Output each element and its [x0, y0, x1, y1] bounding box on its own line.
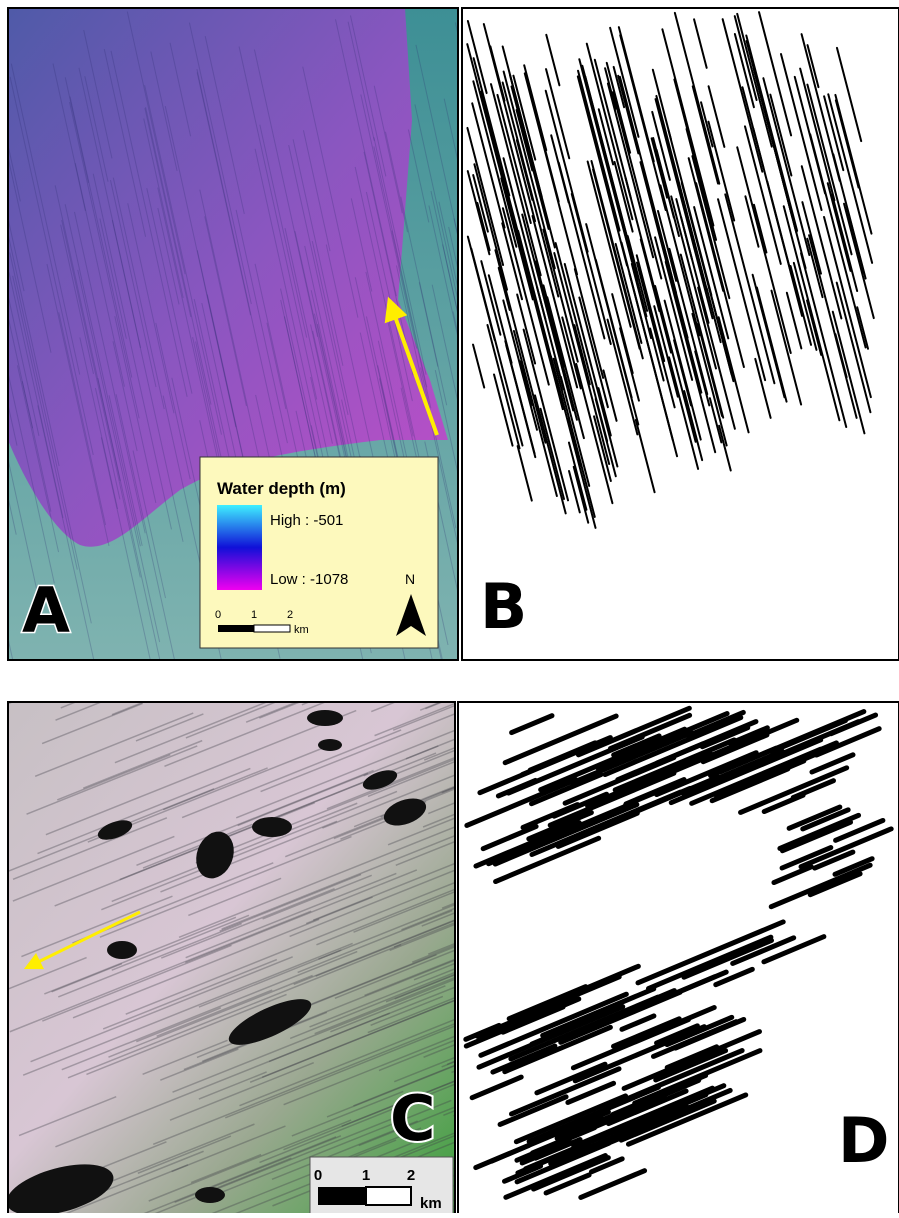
scale-tick: 2	[407, 1167, 415, 1184]
panel-label: B	[480, 570, 527, 643]
scale-tick: 1	[251, 609, 257, 621]
legend-high: High : -501	[270, 512, 343, 529]
legend-title: Water depth (m)	[217, 479, 346, 498]
panel-label: C	[390, 1082, 436, 1155]
scale-unit: km	[294, 624, 309, 636]
north-label: N	[405, 571, 415, 587]
legend: Water depth (m) High : -501 Low : -1078 …	[200, 457, 438, 648]
scale-tick: 0	[314, 1167, 322, 1184]
scale-tick: 1	[362, 1167, 370, 1184]
lineation	[0, 122, 3, 361]
panel-label: D	[838, 1104, 889, 1177]
scale-tick: 0	[215, 609, 221, 621]
figure: Water depth (m) High : -501 Low : -1078 …	[0, 0, 899, 1213]
scale-tick: 2	[287, 609, 293, 621]
scale-unit: km	[420, 1195, 442, 1212]
scale-bar-c: 0 1 2 km	[310, 1157, 453, 1213]
legend-low: Low : -1078	[270, 571, 348, 588]
panel-label: A	[22, 574, 70, 647]
panel-a-image	[0, 8, 534, 810]
